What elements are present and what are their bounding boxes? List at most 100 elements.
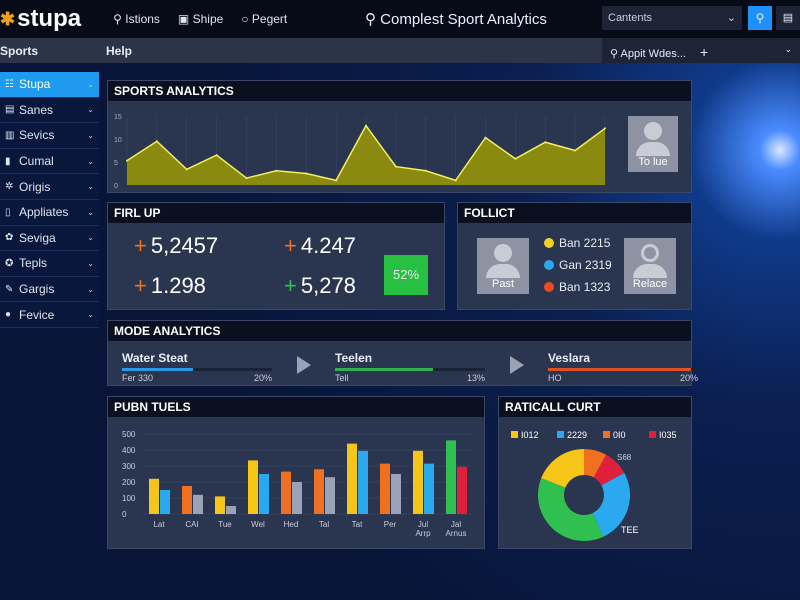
sidebar-item-label: Stupa (19, 77, 51, 92)
top-bar: ✱ stupa ⚲ Istions ▣ Shipe ○ Pegert ⚲ Comp… (0, 0, 800, 38)
sidebar-item[interactable]: ✲ Origis ⌄ (0, 174, 99, 200)
sidebar-item[interactable]: ✎ Gargis ⌄ (0, 276, 99, 303)
menu-item-icon: ☷ (5, 78, 14, 90)
pie-slice (593, 454, 625, 486)
nav-label: Pegert (251, 12, 288, 26)
contents-select[interactable]: Cantents ⌄ (602, 6, 742, 30)
kpi-number: 1.298 (150, 273, 206, 298)
avatar-relace[interactable]: Relace (624, 238, 676, 294)
search-icon: ⚲ (755, 11, 765, 25)
data-point (424, 169, 427, 172)
sidebar-item[interactable]: ✿ Seviga ⌄ (0, 225, 99, 252)
legend-swatch (511, 431, 518, 438)
legend-label: 0I0 (613, 430, 626, 440)
help-menu[interactable]: Help (106, 44, 133, 58)
sidebar-item[interactable]: ▤ Sanes ⌄ (0, 97, 99, 124)
chevron-down-icon: ⌄ (87, 258, 94, 268)
kpi-number: 5,278 (300, 273, 356, 298)
nav-label: Istions (125, 12, 160, 26)
chevron-down-icon: ⌄ (87, 310, 94, 320)
logo[interactable]: ✱ stupa (0, 5, 81, 33)
kpi-value: +5,2457 (134, 233, 218, 259)
kpi-number: 5,2457 (150, 233, 219, 258)
pie-chart-panel: RATICALL CURT I012 2229 0I0 I035 S68 TEE (498, 396, 692, 549)
menu-item-icon: ✎ (5, 283, 14, 295)
progress-item: Teelen Tell 13% (335, 351, 485, 383)
sidebar-item-label: Seviga (19, 230, 56, 245)
sidebar-item[interactable]: ☷ Stupa ⌄ (0, 72, 99, 98)
donut-chart: I012 2229 0I0 I035 S68 TEE (511, 430, 677, 541)
bar (215, 496, 225, 514)
search-field[interactable]: ⚲ Appit Wdes... + ⌄ (602, 38, 800, 63)
y-tick-label: 5 (114, 160, 118, 167)
search-icon: ⚲ (610, 48, 621, 60)
progress-left-label: Fer 330 (122, 373, 154, 383)
next-arrow-icon[interactable] (510, 356, 524, 374)
pie-slice (592, 472, 630, 537)
bar (259, 474, 269, 514)
progress-fill (122, 368, 193, 371)
add-button[interactable]: + (699, 44, 709, 60)
progress-fill (335, 368, 433, 371)
legend-item: Ban 2215 (544, 236, 610, 250)
avatar[interactable]: To lue (628, 116, 678, 172)
sidebar-item-label: Tepls (19, 256, 48, 271)
bar-chart-panel: PUBN TUELS 0 100 200 300 400 500 Lat CAI Tue Wel H… (107, 396, 485, 549)
chevron-down-icon: ⌄ (726, 12, 736, 24)
legend-label: 2229 (567, 430, 587, 440)
progress-name: Veslara (548, 351, 591, 365)
sidebar-item[interactable]: ✪ Tepls ⌄ (0, 251, 99, 277)
kpi-value: +5,278 (284, 273, 356, 299)
bar (193, 494, 203, 514)
avatar-past[interactable]: Past (477, 238, 529, 294)
data-point (305, 172, 308, 175)
kpi-value: +1.298 (134, 273, 206, 299)
kpi-value: +4.247 (284, 233, 356, 259)
legend-dot-icon (544, 282, 554, 292)
logo-text: stupa (17, 5, 82, 32)
progress-item: Veslara HO 20% (548, 351, 698, 383)
nav-shipe[interactable]: ▣ Shipe (177, 12, 224, 26)
bar (248, 460, 258, 514)
sidebar-item[interactable]: ▥ Sevics ⌄ (0, 123, 99, 149)
search-text: Appit Wdes... (620, 48, 686, 60)
y-tick-label: 100 (122, 494, 136, 503)
legend-label: Gan 2319 (559, 258, 612, 272)
nav-istions[interactable]: ⚲ Istions (113, 12, 160, 26)
y-tick-label: 0 (122, 510, 127, 519)
chevron-down-icon: ⌄ (87, 207, 94, 217)
app-title-text: Complest Sport Analytics (380, 11, 547, 28)
export-button[interactable]: ▤ (776, 6, 800, 30)
next-arrow-icon[interactable] (297, 356, 311, 374)
legend-item: Gan 2319 (544, 258, 612, 272)
bar (358, 450, 368, 514)
search-button[interactable]: ⚲ (748, 6, 772, 30)
menu-item-icon: ▥ (5, 129, 15, 141)
y-tick-label: 200 (122, 478, 136, 487)
y-tick-label: 500 (122, 430, 136, 439)
select-value: Cantents (608, 12, 653, 24)
sidebar-item[interactable]: ▮ Cumal ⌄ (0, 148, 99, 175)
bar (182, 486, 192, 514)
sidebar-item-label: Sanes (19, 102, 54, 117)
pie-annotation: TEE (621, 525, 639, 535)
chevron-down-icon[interactable]: ⌄ (784, 44, 792, 54)
x-tick-label: CAI (185, 520, 198, 529)
legend-dot-icon (544, 238, 554, 248)
sidebar-item[interactable]: ▯ Appliates ⌄ (0, 199, 99, 226)
panel-title: PUBN TUELS (108, 397, 484, 417)
y-tick-label: 400 (122, 446, 136, 455)
nav-pegert[interactable]: ○ Pegert (241, 12, 288, 26)
avatar-body-icon (633, 264, 667, 278)
data-point (604, 127, 606, 130)
panel-title: FIRL UP (108, 203, 444, 223)
progress-item: Water Steat Fer 330 20% (122, 351, 272, 383)
bar (424, 463, 434, 514)
sidebar-item[interactable]: ● Fevice ⌄ (0, 302, 99, 328)
legend-label: I012 (521, 430, 539, 440)
follict-panel: FOLLICT Past Relace Ban 2215 Gan 2319 Ban … (457, 202, 692, 310)
bar (281, 471, 291, 514)
bar (314, 469, 324, 514)
sports-menu[interactable]: Sports (0, 44, 39, 58)
area-fill (127, 125, 605, 185)
